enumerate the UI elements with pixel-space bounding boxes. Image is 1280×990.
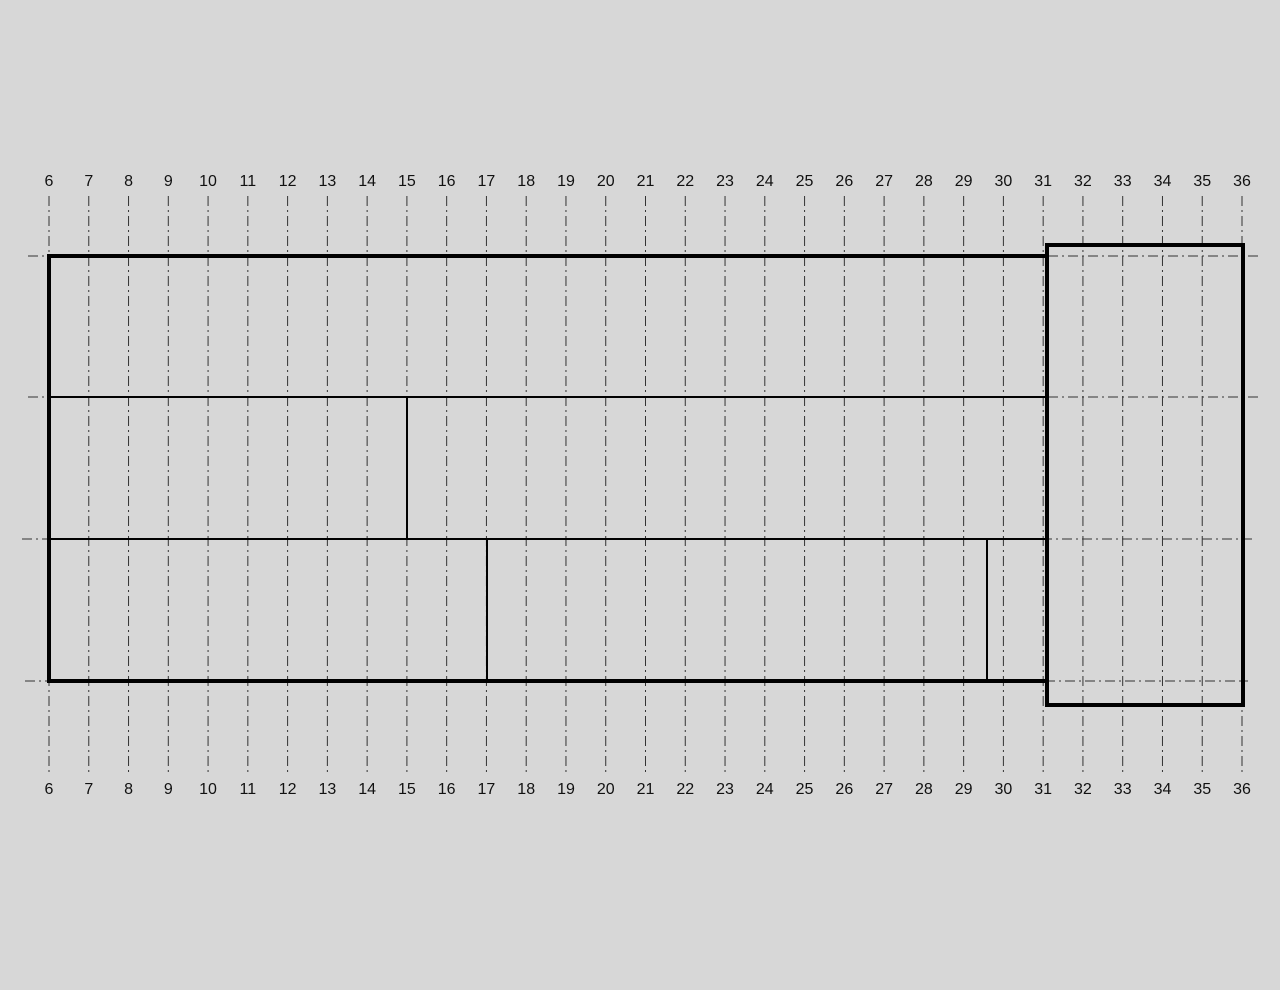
column-label-top: 30 [995,173,1013,190]
column-label-top: 17 [478,173,496,190]
side-block [1045,243,1245,707]
column-label-top: 31 [1034,173,1052,190]
column-label-bottom: 34 [1154,781,1172,798]
column-label-top: 15 [398,173,416,190]
column-label-top: 12 [279,173,297,190]
column-label-bottom: 19 [557,781,575,798]
column-label-top: 23 [716,173,734,190]
column-label-bottom: 11 [240,781,257,798]
column-label-top: 25 [796,173,814,190]
column-label-top: 13 [318,173,336,190]
column-label-bottom: 36 [1233,781,1251,798]
column-label-bottom: 13 [318,781,336,798]
column-label-bottom: 32 [1074,781,1092,798]
column-label-top: 22 [676,173,694,190]
column-label-top: 27 [875,173,893,190]
column-label-top: 28 [915,173,933,190]
column-label-top: 36 [1233,173,1251,190]
column-label-bottom: 21 [637,781,655,798]
column-label-top: 8 [124,173,133,190]
column-label-bottom: 20 [597,781,615,798]
column-label-bottom: 6 [45,781,54,798]
column-label-top: 32 [1074,173,1092,190]
column-label-bottom: 29 [955,781,973,798]
column-label-top: 11 [240,173,257,190]
column-label-top: 34 [1154,173,1172,190]
column-label-top: 35 [1193,173,1211,190]
column-label-bottom: 30 [995,781,1013,798]
column-label-bottom: 18 [517,781,535,798]
column-label-bottom: 27 [875,781,893,798]
column-label-bottom: 14 [358,781,376,798]
column-label-top: 16 [438,173,456,190]
column-label-top: 7 [84,173,93,190]
column-label-top: 6 [45,173,54,190]
column-label-top: 14 [358,173,376,190]
column-label-bottom: 16 [438,781,456,798]
column-label-bottom: 22 [676,781,694,798]
column-label-bottom: 28 [915,781,933,798]
column-label-bottom: 8 [124,781,133,798]
column-label-bottom: 33 [1114,781,1132,798]
column-label-bottom: 24 [756,781,774,798]
column-label-top: 29 [955,173,973,190]
column-label-bottom: 12 [279,781,297,798]
column-label-bottom: 35 [1193,781,1211,798]
column-label-bottom: 31 [1034,781,1052,798]
column-label-bottom: 10 [199,781,217,798]
column-label-bottom: 9 [164,781,173,798]
column-label-top: 21 [637,173,655,190]
column-label-top: 26 [835,173,853,190]
column-label-bottom: 25 [796,781,814,798]
column-label-top: 18 [517,173,535,190]
column-label-top: 9 [164,173,173,190]
column-axes [48,196,1243,776]
column-labels: 6 6 7 7 8 8 9 9 10 10 11 11 12 12 13 13 14 14 15 15 16 16 17 17… [45,173,1251,798]
column-label-bottom: 26 [835,781,853,798]
column-label-bottom: 15 [398,781,416,798]
column-label-bottom: 17 [478,781,496,798]
column-label-top: 19 [557,173,575,190]
column-label-top: 20 [597,173,615,190]
main-block [47,254,1049,683]
column-label-top: 24 [756,173,774,190]
column-label-top: 10 [199,173,217,190]
column-label-top: 33 [1114,173,1132,190]
column-label-bottom: 7 [84,781,93,798]
column-label-bottom: 23 [716,781,734,798]
